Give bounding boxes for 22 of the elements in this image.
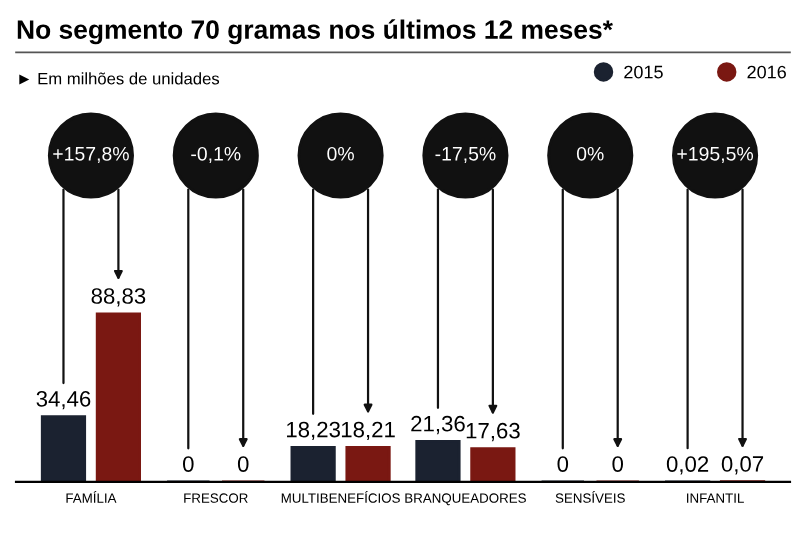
chart-subtitle: ► Em milhões de unidades	[19, 72, 220, 85]
data-label: 0	[237, 456, 249, 472]
text: +195,5%	[677, 146, 754, 163]
text: -17,5%	[435, 146, 496, 163]
data-label: 17,63	[466, 422, 520, 442]
data-label: 21,36	[411, 415, 465, 435]
text: 0%	[327, 146, 354, 161]
data-label: 0	[612, 456, 624, 472]
data-label: 18,23	[287, 421, 340, 441]
data-label: 18,21	[341, 421, 395, 441]
legend-label: 2015	[624, 65, 663, 79]
data-label: 0,02	[666, 456, 709, 475]
legend-label: 2016	[747, 65, 786, 79]
text: 0%	[576, 146, 604, 161]
data-label: 0,07	[721, 456, 764, 475]
data-label: 0	[182, 456, 194, 472]
data-label: 34,46	[36, 391, 91, 410]
text: +157,8%	[53, 146, 129, 163]
chart-title: No segmento 70 gramas nos últimos 12 meses*	[17, 19, 613, 45]
data-label: 88,83	[91, 288, 146, 307]
data-label: 0	[557, 456, 569, 472]
text: -0,1%	[191, 146, 241, 163]
